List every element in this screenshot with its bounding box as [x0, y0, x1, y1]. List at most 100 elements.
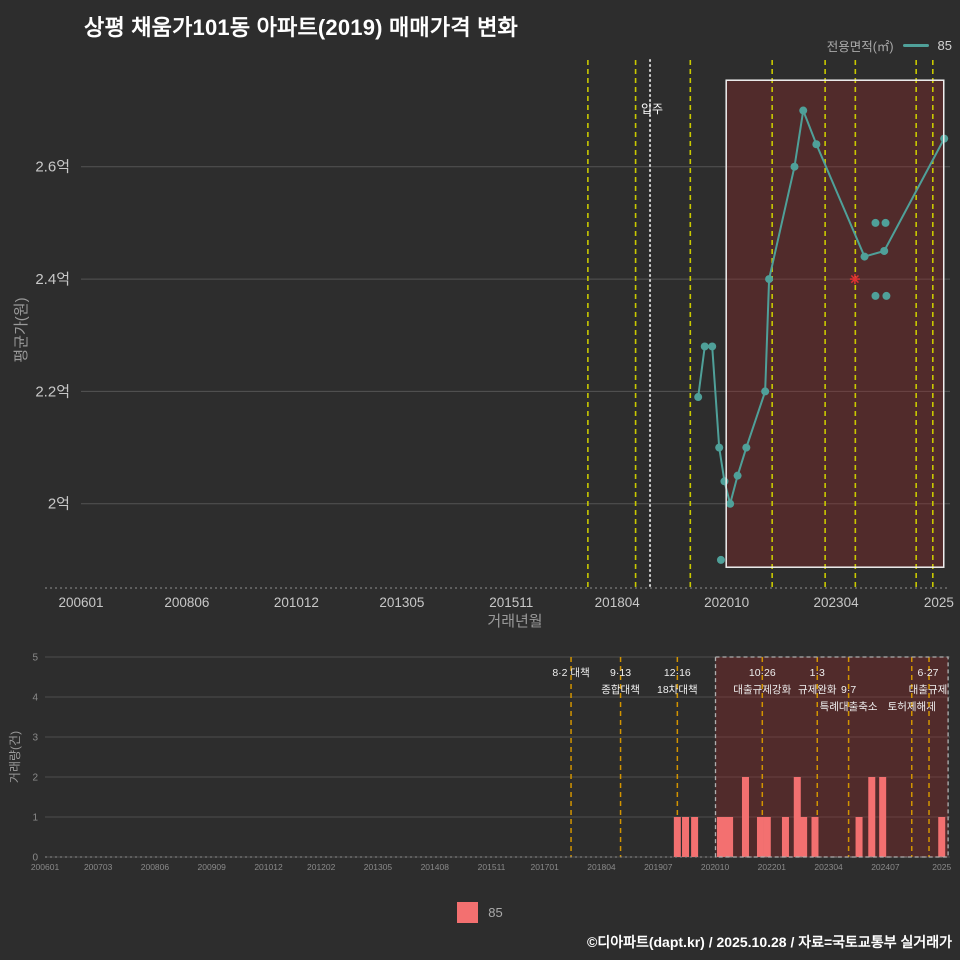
x-tick-label: 202304: [814, 595, 860, 610]
x-tick-label: 200601: [58, 595, 103, 610]
x-tick-label: 202010: [701, 862, 730, 872]
outlier-point[interactable]: [882, 291, 891, 300]
volume-bar[interactable]: [673, 817, 681, 857]
event-label: 규제완화: [798, 683, 837, 696]
x-tick-label: 200806: [141, 862, 170, 872]
highlight-border: [714, 656, 949, 858]
x-tick-label: 201511: [478, 862, 506, 872]
event-label: 토허제해제: [888, 700, 936, 713]
legend-area-label: 전용면적(㎡): [826, 40, 894, 54]
y-tick-label: 2.4억: [35, 271, 70, 288]
price-point[interactable]: [790, 162, 799, 171]
x-tick-label: 200703: [84, 862, 113, 872]
y-tick-label: 2억: [48, 496, 70, 513]
price-point[interactable]: [812, 140, 821, 149]
x-tick-label: 201907: [644, 862, 673, 872]
volume-bar[interactable]: [868, 777, 876, 857]
price-point[interactable]: [726, 499, 735, 508]
y-tick-label: 1: [32, 813, 38, 824]
x-tick-label: 200601: [31, 862, 60, 872]
event-label: 1·3: [810, 667, 825, 679]
event-label: 대출규제강화: [733, 684, 791, 696]
price-point[interactable]: [733, 471, 742, 480]
event-label: 9·7: [841, 684, 856, 696]
legend-series-label[interactable]: 85: [937, 38, 952, 53]
event-label: 종합대책: [601, 684, 640, 696]
outlier-point[interactable]: [881, 218, 890, 227]
x-tick-label: 200806: [164, 595, 209, 610]
event-label: 6·27: [917, 667, 938, 679]
legend-top: 전용면적(㎡) 85: [827, 36, 952, 55]
price-point[interactable]: [742, 443, 751, 452]
x-tick-label: 202010: [704, 595, 749, 610]
y-axis-title: 거래량(건): [8, 731, 22, 783]
x-tick-label: 200909: [198, 862, 227, 872]
price-point[interactable]: [708, 342, 717, 351]
y-tick-label: 5: [32, 653, 38, 664]
event-label: 10·26: [749, 667, 776, 679]
volume-bar[interactable]: [781, 817, 789, 857]
price-point[interactable]: [761, 387, 770, 396]
outlier-point[interactable]: [716, 555, 725, 564]
y-tick-label: 2.6억: [35, 159, 70, 176]
volume-bar[interactable]: [763, 817, 771, 857]
price-point[interactable]: [765, 275, 774, 284]
price-point[interactable]: [720, 477, 729, 486]
price-line: [697, 106, 946, 508]
y-tick-label: 4: [32, 693, 38, 704]
highlight-border: [725, 79, 945, 568]
x-tick-label: 201305: [364, 862, 393, 872]
x-tick-label: 201012: [254, 862, 283, 872]
event-label: 12·16: [664, 667, 691, 679]
price-point[interactable]: [860, 252, 869, 261]
y-tick-label: 2.2억: [35, 383, 70, 400]
volume-bar[interactable]: [879, 777, 887, 857]
highlight-region: [726, 80, 944, 568]
volume-bar[interactable]: [717, 817, 725, 857]
price-point[interactable]: [694, 393, 703, 402]
outlier-point[interactable]: [871, 218, 880, 227]
legend-bottom: 85: [0, 902, 960, 923]
volume-bar[interactable]: [938, 817, 946, 857]
move-in-label: 입주: [641, 102, 663, 116]
legend-bar-swatch[interactable]: [457, 902, 479, 923]
x-tick-label: 201701: [531, 862, 560, 872]
event-label: 18차대책: [657, 684, 698, 696]
legend-line-swatch: [902, 44, 929, 47]
x-tick-label: 201202: [307, 862, 336, 872]
volume-bar[interactable]: [800, 817, 808, 857]
volume-bar[interactable]: [855, 817, 863, 857]
volume-bar[interactable]: [793, 777, 801, 857]
event-label: 9·13: [610, 667, 631, 679]
x-tick-label: 201408: [421, 862, 450, 872]
event-label: 대출규제: [909, 684, 948, 696]
outlier-point[interactable]: [871, 291, 880, 300]
x-tick-label: 201804: [595, 595, 641, 610]
volume-bar[interactable]: [756, 817, 764, 857]
y-tick-label: 2: [32, 773, 38, 784]
price-point[interactable]: [700, 342, 709, 351]
volume-bar[interactable]: [726, 817, 734, 857]
event-label: 특례대출축소: [820, 701, 878, 713]
x-tick-label: 202304: [814, 862, 843, 872]
x-tick-label: 2025: [924, 595, 954, 610]
price-point[interactable]: [799, 106, 808, 115]
volume-bar[interactable]: [811, 817, 819, 857]
x-tick-label: 201305: [379, 595, 424, 610]
volume-bar[interactable]: [721, 817, 729, 857]
price-point[interactable]: [880, 246, 889, 255]
x-tick-label: 202407: [871, 862, 900, 872]
volume-bar[interactable]: [682, 817, 690, 857]
y-tick-label: 3: [32, 733, 38, 744]
x-tick-label: 2025: [932, 862, 951, 872]
volume-bar[interactable]: [741, 777, 749, 857]
volume-bar[interactable]: [691, 817, 699, 857]
page-title: 상평 채움가101동 아파트(2019) 매매가격 변화: [84, 15, 518, 40]
star-marker[interactable]: [850, 274, 859, 284]
x-tick-label: 201511: [489, 595, 533, 610]
price-point[interactable]: [715, 443, 724, 452]
x-tick-label: 201012: [274, 595, 319, 610]
legend-bar-label: 85: [488, 905, 503, 920]
